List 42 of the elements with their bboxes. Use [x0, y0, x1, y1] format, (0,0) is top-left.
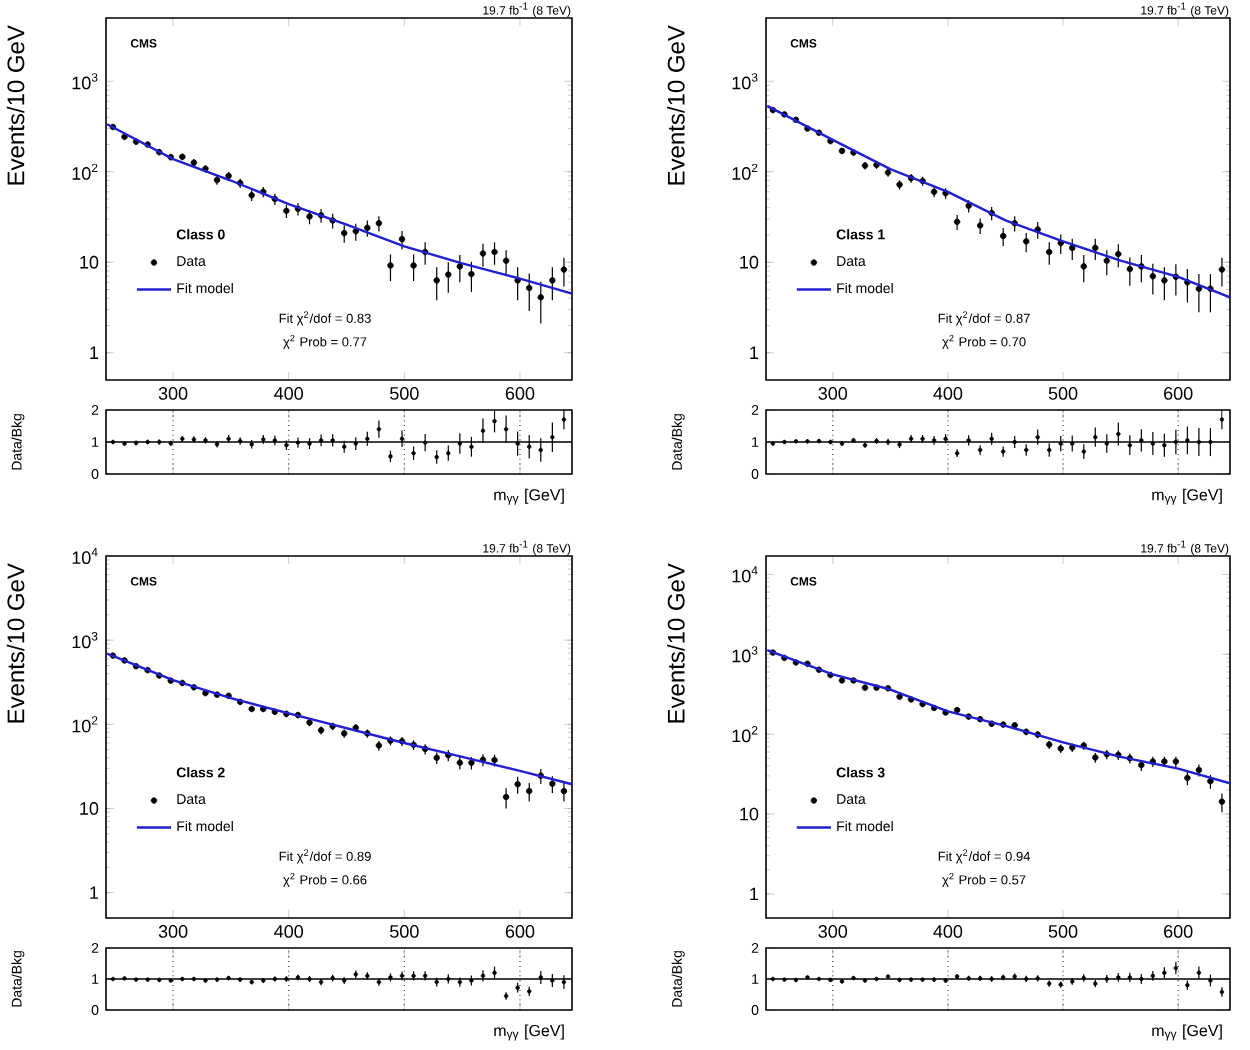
- y-tick-label: 1: [90, 886, 99, 899]
- y-tick-label: 1: [750, 346, 759, 359]
- x-axis-title: m$_{γγ}$ [GeV]: [1152, 488, 1222, 505]
- x-tick-label: 300: [158, 925, 188, 938]
- y-tick-label: 10$^{2}$: [72, 716, 98, 733]
- y-tick-label: 10: [740, 255, 759, 269]
- y-tick-label: 10$^{2}$: [732, 163, 758, 180]
- x-tick-label: 400: [274, 387, 304, 400]
- y-tick-label: 10: [740, 807, 759, 821]
- y-tick-label: 10$^{2}$: [72, 163, 98, 180]
- y-axis-title: Events/10 GeV: [6, 563, 25, 723]
- y-axis-title: Events/10 GeV: [667, 25, 685, 185]
- y-tick-label: 10$^{3}$: [732, 646, 758, 663]
- x-tick-label: 600: [505, 387, 535, 400]
- x-tick-label: 400: [933, 925, 963, 938]
- y-tick-label: 10$^{4}$: [732, 566, 758, 583]
- y-axis-title: Events/10 GeV: [6, 25, 25, 185]
- x-tick-label: 300: [818, 387, 848, 400]
- y-tick-label: 10$^{3}$: [72, 73, 98, 90]
- y-axis-title: Events/10 GeV: [667, 563, 685, 723]
- x-axis-title: m$_{γγ}$ [GeV]: [494, 488, 564, 505]
- x-tick-label: 300: [158, 387, 188, 400]
- y-tick-label: 10: [80, 802, 99, 815]
- y-tick-label: 10: [80, 255, 99, 269]
- y-tick-label: 1: [750, 887, 759, 901]
- x-axis-title: m$_{γγ}$ [GeV]: [1152, 1024, 1222, 1041]
- x-tick-label: 600: [505, 925, 535, 938]
- x-tick-label: 400: [274, 925, 304, 938]
- y-tick-label: 1: [90, 346, 99, 359]
- x-tick-label: 300: [818, 925, 848, 938]
- y-tick-label: 10$^{4}$: [72, 547, 98, 565]
- x-tick-label: 400: [933, 387, 963, 400]
- y-tick-label: 10$^{3}$: [72, 632, 98, 649]
- x-tick-label: 500: [1048, 387, 1078, 400]
- x-tick-label: 600: [1164, 387, 1193, 400]
- x-tick-label: 500: [1048, 925, 1078, 938]
- x-axis-title: m$_{γγ}$ [GeV]: [494, 1024, 564, 1041]
- y-tick-label: 10$^{2}$: [732, 726, 758, 743]
- y-tick-label: 10$^{3}$: [732, 73, 758, 90]
- x-tick-label: 500: [390, 387, 419, 400]
- x-tick-label: 600: [1164, 925, 1193, 938]
- x-tick-label: 500: [390, 925, 419, 938]
